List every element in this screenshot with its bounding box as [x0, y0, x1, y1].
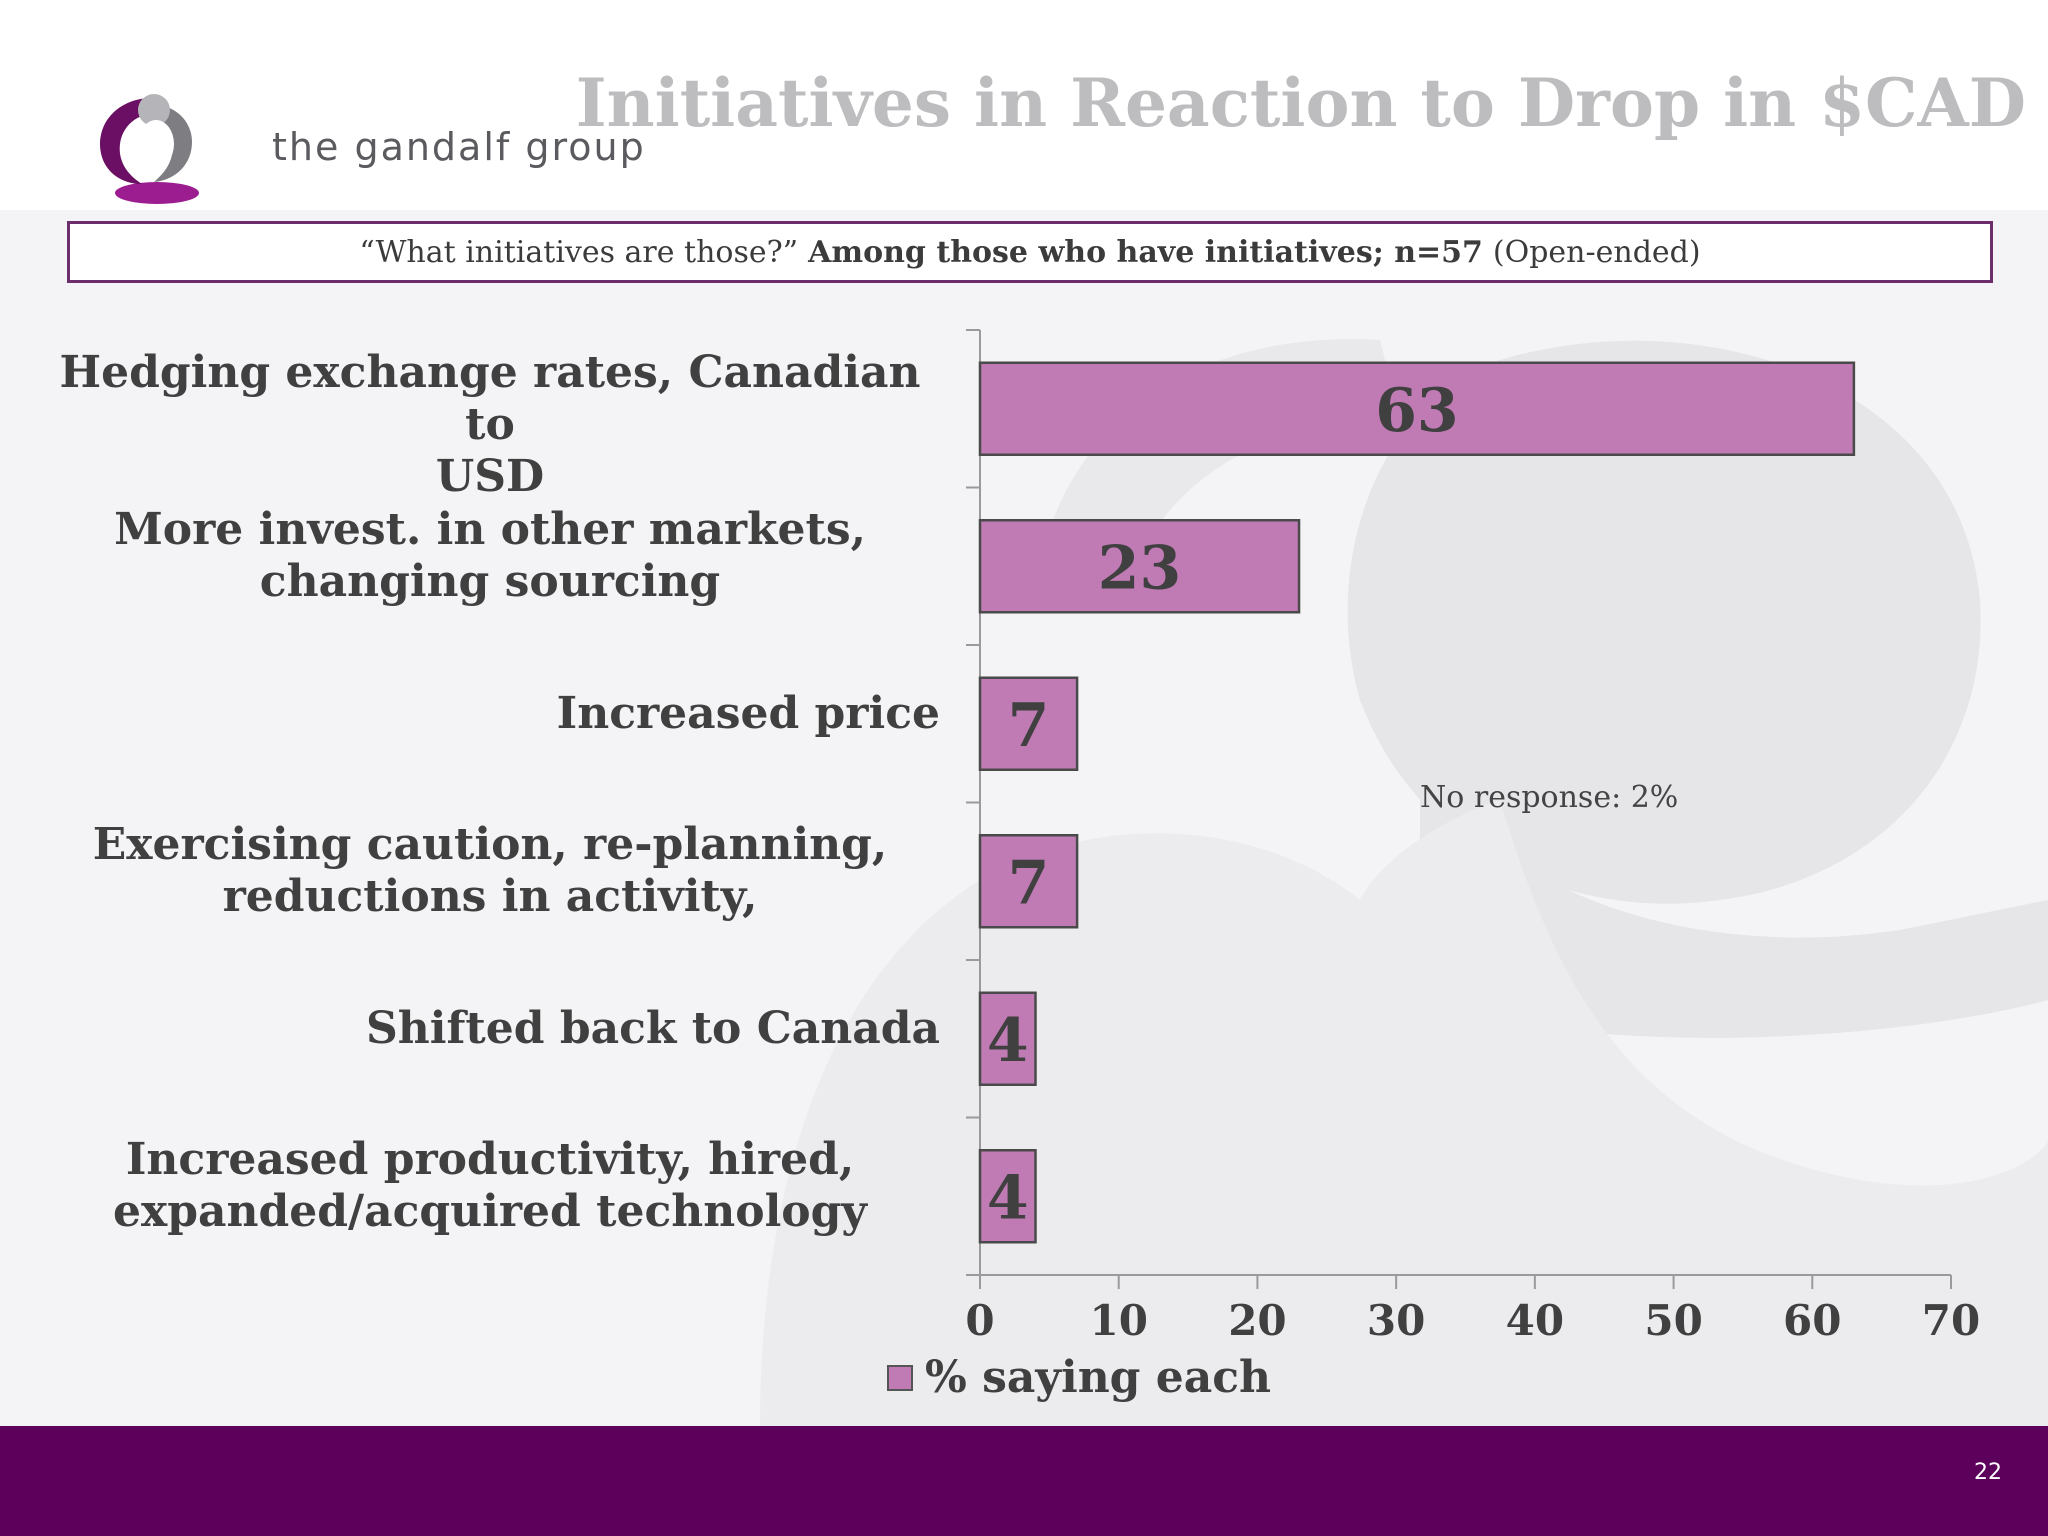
legend-label: % saying each — [925, 1352, 1272, 1403]
category-label: Increased price — [40, 688, 940, 740]
category-label-line: Increased productivity, hired, — [125, 1134, 855, 1186]
x-tick-label: 40 — [1506, 1296, 1564, 1345]
bar — [978, 676, 1079, 771]
category-label: Shifted back to Canada — [40, 1003, 940, 1055]
legend: % saying each — [887, 1352, 1271, 1403]
x-tick-label: 60 — [1783, 1296, 1841, 1345]
bar-value-label: 7 — [1008, 691, 1050, 761]
bar-value-label: 7 — [1008, 848, 1050, 918]
bar-value-label: 63 — [1375, 376, 1459, 446]
x-tick-label: 30 — [1367, 1296, 1425, 1345]
category-label-line: Exercising caution, re-planning, — [92, 819, 888, 871]
no-response-annotation: No response: 2% — [1420, 780, 1679, 815]
category-label: Increased productivity, hired, expanded/a… — [40, 1134, 940, 1238]
category-label: Exercising caution, re-planning, reductio… — [40, 819, 940, 923]
slide-number: 22 — [1974, 1460, 2002, 1485]
category-label: More invest. in other markets, changing s… — [40, 504, 940, 608]
category-label-line: changing sourcing — [259, 556, 721, 608]
question-note: (Open-ended) — [1492, 234, 1701, 270]
question-quote: “What initiatives are those?” — [359, 234, 799, 270]
bar — [978, 991, 1037, 1086]
x-tick-label: 50 — [1644, 1296, 1702, 1345]
question-box: “What initiatives are those?” Among thos… — [67, 221, 1993, 283]
category-label-line: Increased price — [556, 687, 940, 739]
question-base: Among those who have initiatives; n=57 — [808, 234, 1483, 270]
gandalf-logo-icon — [100, 94, 199, 204]
brand-name: the gandalf group — [272, 125, 646, 169]
page-title: Initiatives in Reaction to Drop in $CAD — [575, 64, 2026, 142]
x-tick-label: 0 — [965, 1296, 994, 1345]
bar-value-label: 23 — [1098, 533, 1182, 603]
bar — [978, 519, 1301, 614]
bar-value-label: 4 — [987, 1006, 1029, 1076]
x-tick-label: 20 — [1228, 1296, 1286, 1345]
legend-swatch — [887, 1364, 913, 1391]
category-label: Hedging exchange rates, Canadian to USD — [40, 347, 940, 503]
bar-value-label: 4 — [987, 1163, 1029, 1233]
x-tick-label: 70 — [1922, 1296, 1980, 1345]
bar — [978, 834, 1079, 929]
category-label-line: reductions in activity, — [222, 871, 758, 923]
category-label-line: Shifted back to Canada — [366, 1002, 940, 1054]
bar — [978, 361, 1856, 456]
bar — [978, 1149, 1037, 1244]
bar-chart: 0 10 20 30 40 50 60 70 63 23 7 7 4 4 — [965, 329, 1980, 1345]
footer-bar — [0, 1426, 2048, 1536]
x-tick-label: 10 — [1089, 1296, 1147, 1345]
category-label-line: Hedging exchange rates, Canadian to — [59, 346, 921, 450]
category-label-line: More invest. in other markets, — [114, 504, 866, 556]
category-label-line: USD — [435, 450, 545, 502]
category-label-line: expanded/acquired technology — [113, 1186, 867, 1238]
header: the gandalf group Initiatives in Reactio… — [0, 0, 2048, 210]
